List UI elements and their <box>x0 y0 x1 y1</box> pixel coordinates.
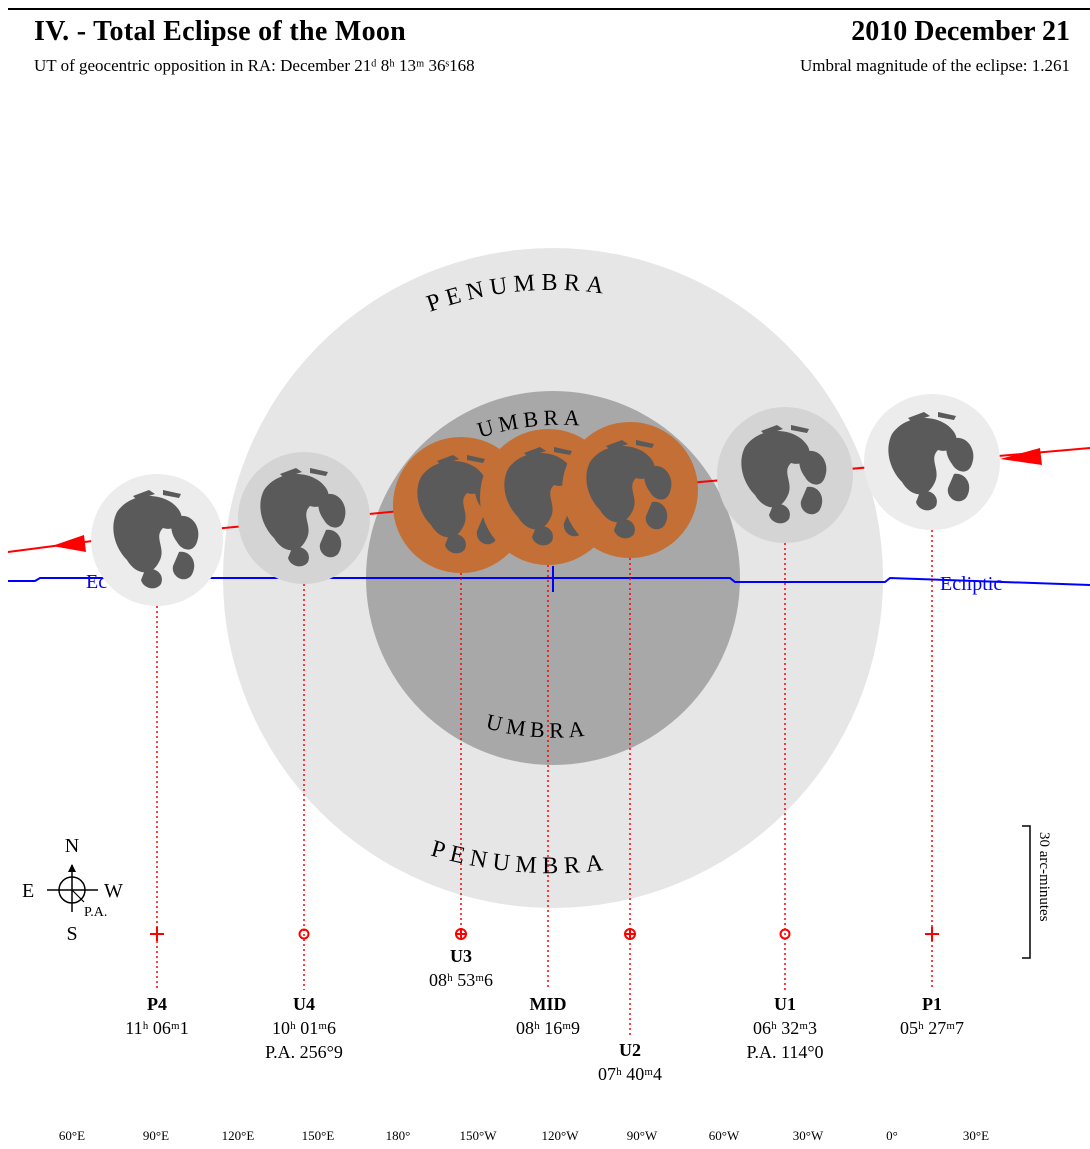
marker-u1 <box>779 928 791 940</box>
contact-id-u3: U3 <box>450 946 472 966</box>
top-rule <box>8 8 1090 10</box>
moon-u4 <box>238 452 370 584</box>
compass: N S E W P.A. <box>22 835 123 945</box>
longitude-label: 90°W <box>627 1128 658 1143</box>
longitude-label: 30°E <box>963 1128 989 1143</box>
contact-time-mid: 08ʰ 16ᵐ9 <box>516 1018 580 1038</box>
marker-u4 <box>298 928 310 940</box>
longitude-label: 90°E <box>143 1128 169 1143</box>
contact-time-p4: 11ʰ 06ᵐ1 <box>125 1018 188 1038</box>
contact-pa-u4: P.A. 256°9 <box>265 1042 343 1062</box>
scale-label: 30 arc-minutes <box>1036 832 1052 922</box>
umbral-magnitude: Umbral magnitude of the eclipse: 1.261 <box>799 56 1070 75</box>
contact-id-mid: MID <box>530 994 567 1014</box>
longitude-label: 0° <box>886 1128 898 1143</box>
opposition-time: UT of geocentric opposition in RA: Decem… <box>34 56 475 75</box>
moon-p4 <box>91 474 223 606</box>
marker-u2 <box>624 928 636 940</box>
path-arrow-left <box>52 535 86 552</box>
contact-time-u1: 06ʰ 32ᵐ3 <box>753 1018 817 1038</box>
compass-e: E <box>22 880 34 902</box>
path-arrow-right <box>1000 448 1042 465</box>
contact-time-u2: 07ʰ 40ᵐ4 <box>598 1064 662 1084</box>
contact-id-p4: P4 <box>147 994 167 1014</box>
contact-pa-u1: P.A. 114°0 <box>746 1042 823 1062</box>
compass-pa: P.A. <box>84 905 107 920</box>
longitude-label: 60°W <box>709 1128 740 1143</box>
longitude-label: 150°W <box>460 1128 498 1143</box>
contact-time-u3: 08ʰ 53ᵐ6 <box>429 970 493 990</box>
contact-time-p1: 05ʰ 27ᵐ7 <box>900 1018 964 1038</box>
compass-w: W <box>104 880 123 902</box>
longitude-scale: 60°E 90°E 120°E 150°E 180° 150°W 120°W 9… <box>59 1128 989 1143</box>
contact-id-u1: U1 <box>774 994 796 1014</box>
page-title: IV. - Total Eclipse of the Moon <box>34 16 407 47</box>
longitude-label: 30°W <box>793 1128 824 1143</box>
contact-id-p1: P1 <box>922 994 942 1014</box>
ecliptic-label-left: Ec <box>86 571 107 593</box>
moon-u2 <box>562 422 698 558</box>
contact-id-u2: U2 <box>619 1040 641 1060</box>
north-arrow-icon <box>68 864 76 872</box>
scale-bar: 30 arc-minutes <box>1022 825 1052 959</box>
longitude-label: 120°W <box>542 1128 580 1143</box>
moon-p1 <box>864 394 1000 530</box>
marker-u3 <box>455 928 467 940</box>
longitude-label: 150°E <box>302 1128 335 1143</box>
compass-n: N <box>65 835 79 857</box>
ecliptic-line <box>8 576 1090 586</box>
marker-p1 <box>925 927 939 941</box>
longitude-label: 60°E <box>59 1128 85 1143</box>
ecliptic-label-right: Ecliptic <box>940 573 1002 595</box>
moon-u1 <box>717 407 853 543</box>
marker-p4 <box>150 927 164 941</box>
longitude-label: 180° <box>386 1128 411 1143</box>
compass-s: S <box>66 923 77 945</box>
eclipse-date: 2010 December 21 <box>851 16 1070 47</box>
contact-id-u4: U4 <box>293 994 315 1014</box>
contact-time-u4: 10ʰ 01ᵐ6 <box>272 1018 336 1038</box>
longitude-label: 120°E <box>222 1128 255 1143</box>
